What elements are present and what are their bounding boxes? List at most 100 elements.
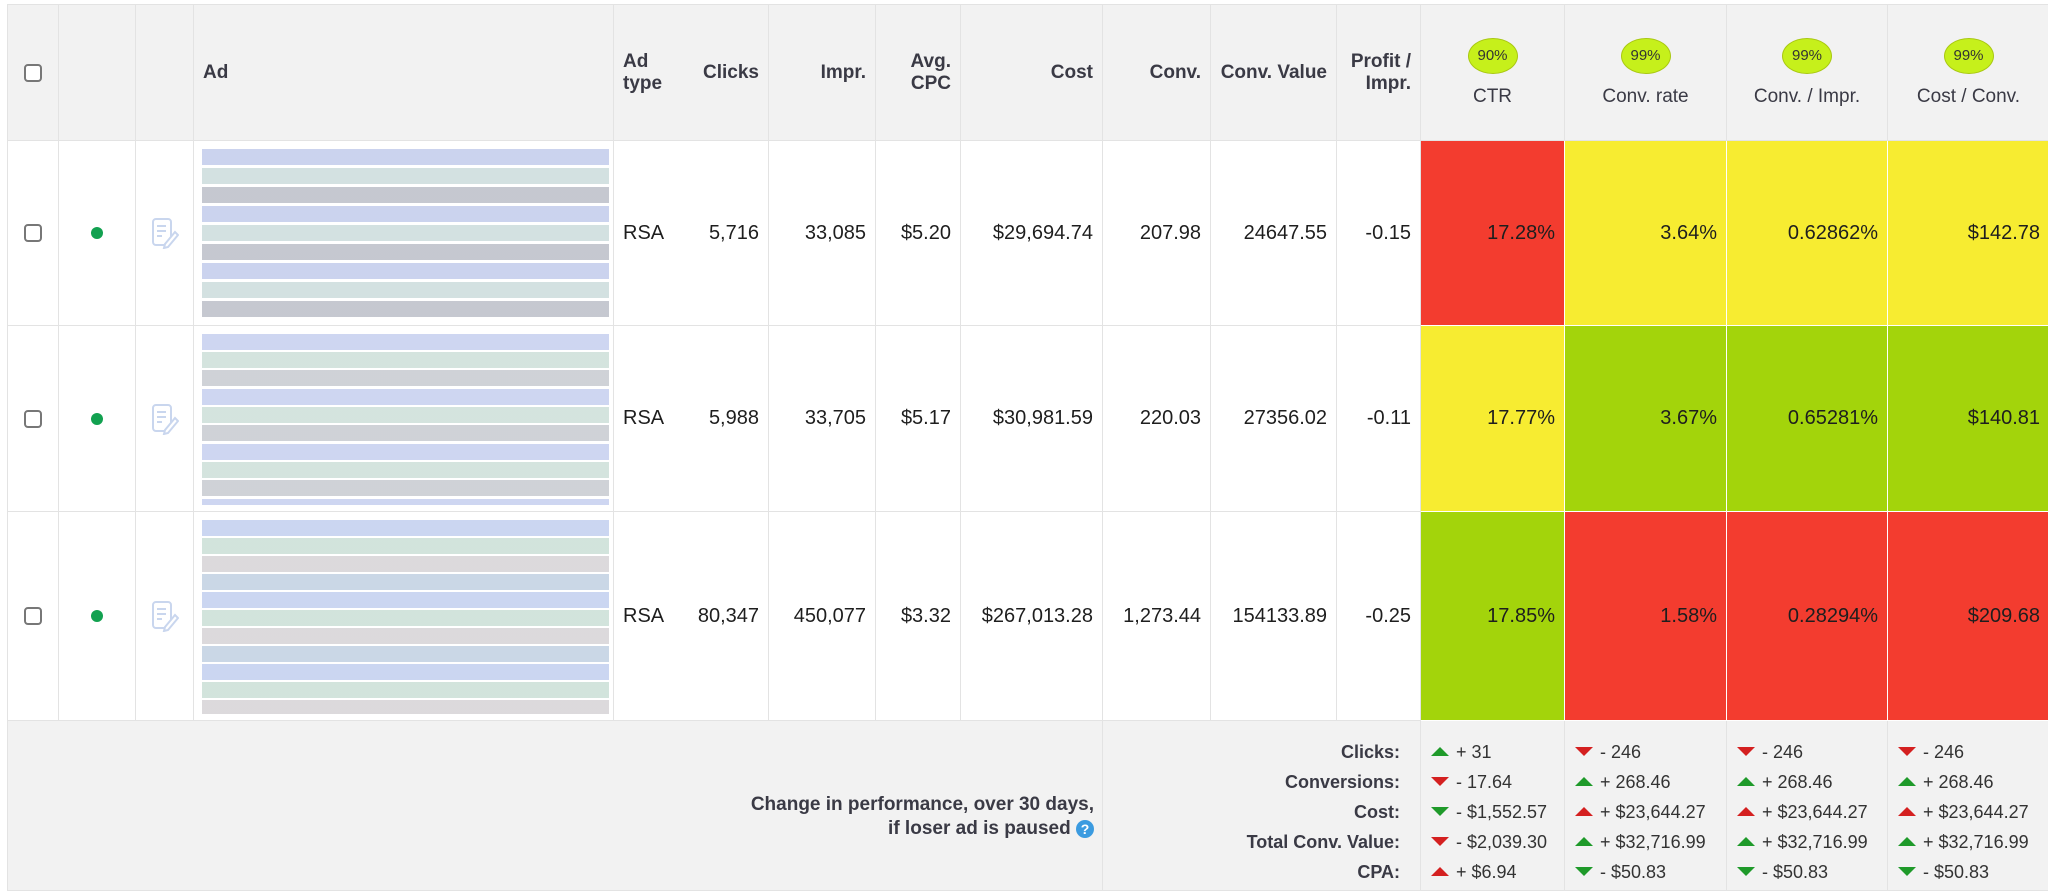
footer-deltas-ctr: + 31 - 17.64 - $1,552.57 - $2,039.30 + $6.94 [1421, 721, 1565, 891]
triangle-up-icon [1898, 776, 1916, 786]
header-conv-rate[interactable]: 99% Conv. rate [1565, 4, 1727, 141]
triangle-up-icon [1737, 836, 1755, 846]
header-clicks[interactable]: Clicks [680, 4, 769, 141]
triangle-down-icon [1737, 746, 1755, 756]
triangle-down-icon [1737, 866, 1755, 876]
ad-preview-cell[interactable] [194, 512, 614, 721]
delta-value: - $50.83 [1923, 862, 1990, 882]
cost-cell: $267,013.28 [961, 512, 1103, 721]
header-cost-conv[interactable]: 99% Cost / Conv. [1888, 4, 2048, 141]
table-row: RSA 80,347 450,077 $3.32 $267,013.28 1,2… [7, 512, 2048, 721]
delta-line: - $2,039.30 [1431, 827, 1547, 857]
ad-preview-cell[interactable] [194, 326, 614, 512]
avg-cpc-cell: $5.17 [876, 326, 961, 512]
status-enabled-icon [91, 227, 103, 239]
footer-labels-cell: Clicks: Conversions: Cost: Total Conv. V… [1103, 721, 1421, 891]
cost-cell: $29,694.74 [961, 141, 1103, 326]
status-enabled-icon [91, 412, 103, 425]
performance-change-footer: Change in performance, over 30 days, if … [7, 721, 2048, 891]
row-checkbox[interactable] [24, 409, 42, 428]
header-ad[interactable]: Ad [194, 4, 614, 141]
triangle-down-icon [1575, 866, 1593, 876]
header-conv[interactable]: Conv. [1103, 4, 1211, 141]
delta-line: + 268.46 [1737, 767, 1868, 797]
edit-ad-icon[interactable] [151, 600, 179, 632]
cost-conv-cell: $142.78 [1888, 141, 2048, 326]
delta-line: - 246 [1737, 737, 1868, 767]
header-status [59, 4, 136, 141]
clicks-cell: 5,716 [680, 141, 769, 326]
impr-cell: 33,085 [769, 141, 876, 326]
conv-value-cell: 154133.89 [1211, 512, 1337, 721]
delta-value: + $23,644.27 [1923, 802, 2029, 822]
profit-impr-cell: -0.25 [1337, 512, 1421, 721]
status-enabled-icon [91, 610, 103, 622]
delta-value: - $50.83 [1600, 862, 1667, 882]
triangle-down-icon [1898, 866, 1916, 876]
avg-cpc-cell: $3.32 [876, 512, 961, 721]
triangle-down-icon [1431, 776, 1449, 786]
delta-value: - 246 [1923, 742, 1965, 762]
header-avg-cpc[interactable]: Avg. CPC [876, 4, 961, 141]
triangle-down-icon [1431, 806, 1449, 816]
conv-rate-cell: 3.64% [1565, 141, 1727, 326]
table-row: RSA 5,716 33,085 $5.20 $29,694.74 207.98… [7, 141, 2048, 326]
confidence-badge: 90% [1467, 37, 1518, 74]
ad-preview-redacted [202, 334, 609, 505]
ctr-cell: 17.85% [1421, 512, 1565, 721]
header-impr[interactable]: Impr. [769, 4, 876, 141]
triangle-up-icon [1737, 806, 1755, 816]
confidence-badge: 99% [1943, 37, 1994, 74]
delta-line: + $23,644.27 [1898, 797, 2029, 827]
header-conv-impr[interactable]: 99% Conv. / Impr. [1727, 4, 1888, 141]
status-cell [59, 326, 136, 512]
header-ctr[interactable]: 90% CTR [1421, 4, 1565, 141]
row-checkbox[interactable] [24, 224, 42, 242]
status-cell [59, 512, 136, 721]
delta-value: - 17.64 [1456, 772, 1513, 792]
edit-ad-icon[interactable] [151, 217, 179, 249]
ctr-cell: 17.28% [1421, 141, 1565, 326]
delta-line: + $6.94 [1431, 857, 1547, 887]
delta-value: + 31 [1456, 742, 1492, 762]
help-icon[interactable]: ? [1076, 819, 1094, 838]
delta-line: + 268.46 [1898, 767, 2029, 797]
triangle-down-icon [1431, 836, 1449, 846]
cost-conv-cell: $209.68 [1888, 512, 2048, 721]
header-cost[interactable]: Cost [961, 4, 1103, 141]
select-all-checkbox[interactable] [24, 63, 42, 82]
delta-line: - $50.83 [1737, 857, 1868, 887]
header-ad-type[interactable]: Ad type [614, 4, 680, 141]
delta-line: + $23,644.27 [1737, 797, 1868, 827]
conv-impr-cell: 0.28294% [1727, 512, 1888, 721]
delta-line: - $50.83 [1575, 857, 1706, 887]
row-checkbox[interactable] [24, 607, 42, 625]
edit-cell [136, 512, 194, 721]
conv-cell: 207.98 [1103, 141, 1211, 326]
triangle-up-icon [1575, 776, 1593, 786]
triangle-up-icon [1575, 836, 1593, 846]
ad-preview-cell[interactable] [194, 141, 614, 326]
delta-line: - 17.64 [1431, 767, 1547, 797]
delta-line: - 246 [1575, 737, 1706, 767]
conv-value-cell: 27356.02 [1211, 326, 1337, 512]
conv-impr-cell: 0.62862% [1727, 141, 1888, 326]
confidence-badge: 99% [1620, 37, 1671, 74]
delta-line: + $23,644.27 [1575, 797, 1706, 827]
header-edit [136, 4, 194, 141]
footer-deltas-conv-impr: - 246 + 268.46 + $23,644.27 + $32,716.99 - $… [1727, 721, 1888, 891]
delta-line: + $32,716.99 [1575, 827, 1706, 857]
ad-type-cell: RSA [614, 512, 680, 721]
cost-cell: $30,981.59 [961, 326, 1103, 512]
header-profit-impr[interactable]: Profit / Impr. [1337, 4, 1421, 141]
header-conv-value[interactable]: Conv. Value [1211, 4, 1337, 141]
triangle-up-icon [1575, 806, 1593, 816]
triangle-up-icon [1431, 866, 1449, 876]
delta-value: + 268.46 [1600, 772, 1671, 792]
row-select-cell [7, 141, 59, 326]
impr-cell: 450,077 [769, 512, 876, 721]
edit-ad-icon[interactable] [151, 403, 179, 435]
triangle-up-icon [1737, 776, 1755, 786]
clicks-cell: 5,988 [680, 326, 769, 512]
delta-value: + $23,644.27 [1600, 802, 1706, 822]
